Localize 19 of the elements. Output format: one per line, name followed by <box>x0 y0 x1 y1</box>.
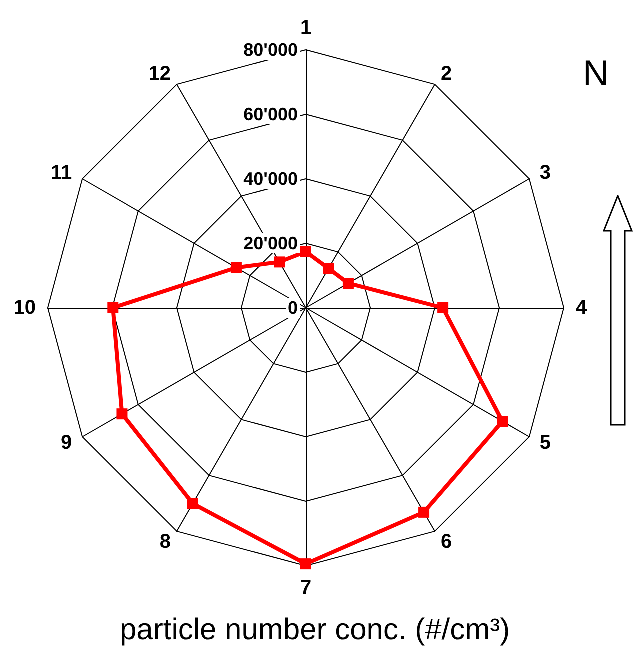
y-tick-label: 80'000 <box>244 40 298 60</box>
spoke-label: 11 <box>51 162 72 184</box>
spoke-label: 10 <box>14 297 36 319</box>
spoke-label: 7 <box>300 577 312 599</box>
spoke-label: 8 <box>160 530 171 553</box>
y-tick-label: 0 <box>288 298 298 318</box>
spoke-label: 1 <box>300 17 312 39</box>
spoke-label: 5 <box>540 432 551 454</box>
text: N <box>583 52 609 94</box>
spoke-label: 4 <box>576 297 588 319</box>
text: particle number conc. (#/cm³) <box>120 614 510 646</box>
spoke-label: 12 <box>148 63 171 86</box>
spoke-label: 3 <box>540 162 551 184</box>
spoke-label: 2 <box>441 63 452 86</box>
y-tick-label: 20'000 <box>244 234 298 254</box>
spoke-label: 9 <box>61 432 72 454</box>
spoke-label: 6 <box>441 530 452 553</box>
y-tick-label: 60'000 <box>244 104 298 124</box>
y-tick-label: 40'000 <box>244 169 298 189</box>
